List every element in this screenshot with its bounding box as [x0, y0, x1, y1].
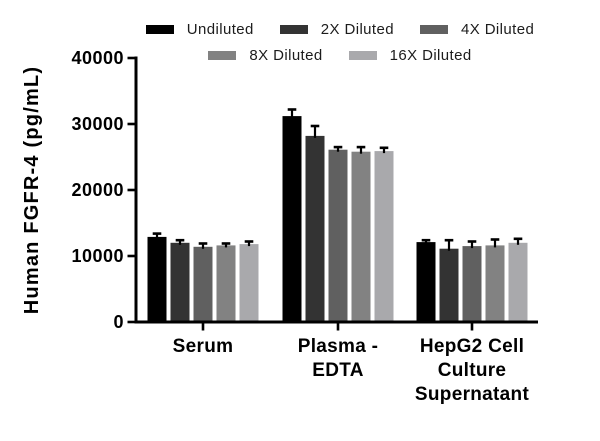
bar: [193, 246, 213, 322]
bar: [305, 135, 325, 322]
legend-label: 8X Diluted: [249, 47, 323, 64]
legend-label: 4X Diluted: [460, 21, 535, 38]
y-tick-label: 10000: [71, 246, 124, 266]
x-category-label: Serum: [173, 336, 234, 357]
y-axis-title: Human FGFR-4 (pg/mL): [21, 66, 43, 314]
legend-swatch: [279, 25, 308, 34]
bar: [328, 149, 348, 322]
bar: [216, 245, 236, 322]
legend-item-8x-diluted: 8X Diluted: [208, 47, 322, 64]
y-tick-label: 30000: [71, 114, 124, 134]
legend-item-16x-diluted: 16X Diluted: [348, 47, 472, 64]
legend-row: 8X Diluted 16X Diluted: [130, 47, 550, 64]
bar: [282, 116, 302, 322]
bar: [239, 244, 259, 322]
bar: [416, 242, 436, 322]
y-tick-label: 40000: [71, 48, 124, 68]
legend-label: Undiluted: [186, 21, 254, 38]
legend-label: 16X Diluted: [389, 47, 472, 64]
legend: Undiluted 2X Diluted 4X Diluted 8X Diluted 1…: [130, 21, 550, 64]
plot-area: Serum Plasma - EDTA HepG2 Cell Culture Supern…: [71, 48, 538, 405]
bar: [147, 236, 167, 322]
x-category-label: Plasma -: [298, 336, 379, 357]
bar: [374, 151, 394, 322]
legend-label: 2X Diluted: [320, 21, 394, 38]
bar: [439, 248, 459, 322]
legend-swatch: [208, 51, 237, 60]
legend-item-undiluted: Undiluted: [145, 21, 254, 38]
legend-item-2x-diluted: 2X Diluted: [279, 21, 394, 38]
y-tick-label: 0: [113, 312, 124, 332]
y-tick-label: 20000: [71, 180, 124, 200]
bar: [351, 151, 371, 322]
bar: [170, 242, 190, 322]
x-category-label: EDTA: [312, 360, 364, 381]
x-category-label: Supernatant: [415, 384, 530, 405]
legend-swatch: [145, 25, 174, 34]
x-category-label: HepG2 Cell: [420, 336, 524, 357]
legend-item-4x-diluted: 4X Diluted: [419, 21, 535, 38]
legend-swatch: [348, 51, 377, 60]
legend-row: Undiluted 2X Diluted 4X Diluted: [130, 21, 550, 38]
legend-swatch: [419, 25, 448, 34]
bar: [508, 242, 528, 322]
bar: [485, 245, 505, 322]
bar: [462, 246, 482, 322]
x-category-label: Culture: [438, 360, 507, 381]
